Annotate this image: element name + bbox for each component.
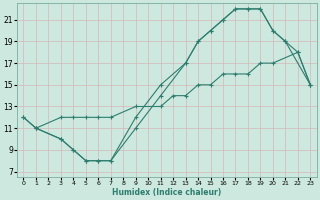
X-axis label: Humidex (Indice chaleur): Humidex (Indice chaleur) <box>112 188 221 197</box>
